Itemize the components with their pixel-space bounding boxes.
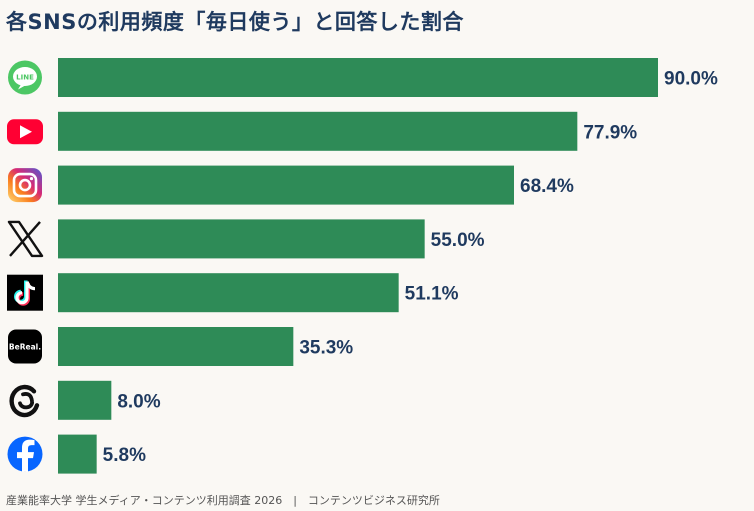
value-label: 90.0% bbox=[664, 69, 718, 90]
source-note: 産業能率大学 学生メディア・コンテンツ利用調査 2026 | コンテンツビジネス… bbox=[6, 494, 440, 507]
value-label: 35.3% bbox=[299, 338, 353, 359]
svg-text:LINE: LINE bbox=[16, 74, 34, 82]
bar-facebook bbox=[58, 434, 97, 474]
bar-youtube bbox=[58, 111, 578, 151]
value-label: 51.1% bbox=[405, 284, 459, 305]
value-label: 77.9% bbox=[583, 122, 637, 143]
bar-line bbox=[58, 58, 658, 97]
instagram-icon bbox=[8, 168, 42, 203]
youtube-icon bbox=[7, 119, 43, 145]
bar-tiktok bbox=[58, 273, 399, 313]
bar-x bbox=[58, 219, 425, 259]
svg-text:BeReal.: BeReal. bbox=[9, 343, 41, 352]
facebook-icon bbox=[7, 436, 43, 472]
tiktok-icon bbox=[7, 274, 43, 311]
bereal-icon: BeReal. bbox=[8, 329, 42, 364]
bar-threads bbox=[58, 380, 112, 420]
line-icon: LINE bbox=[8, 60, 42, 95]
threads-icon bbox=[9, 384, 40, 418]
bar-instagram bbox=[58, 165, 514, 205]
value-label: 55.0% bbox=[431, 230, 485, 251]
value-label: 5.8% bbox=[103, 445, 146, 466]
x-icon bbox=[7, 220, 44, 258]
chart-title: 各SNSの利用頻度「毎日使う」と回答した割合 bbox=[6, 10, 464, 34]
bar-bereal bbox=[58, 327, 294, 366]
value-label: 8.0% bbox=[117, 391, 160, 412]
value-label: 68.4% bbox=[520, 176, 574, 197]
